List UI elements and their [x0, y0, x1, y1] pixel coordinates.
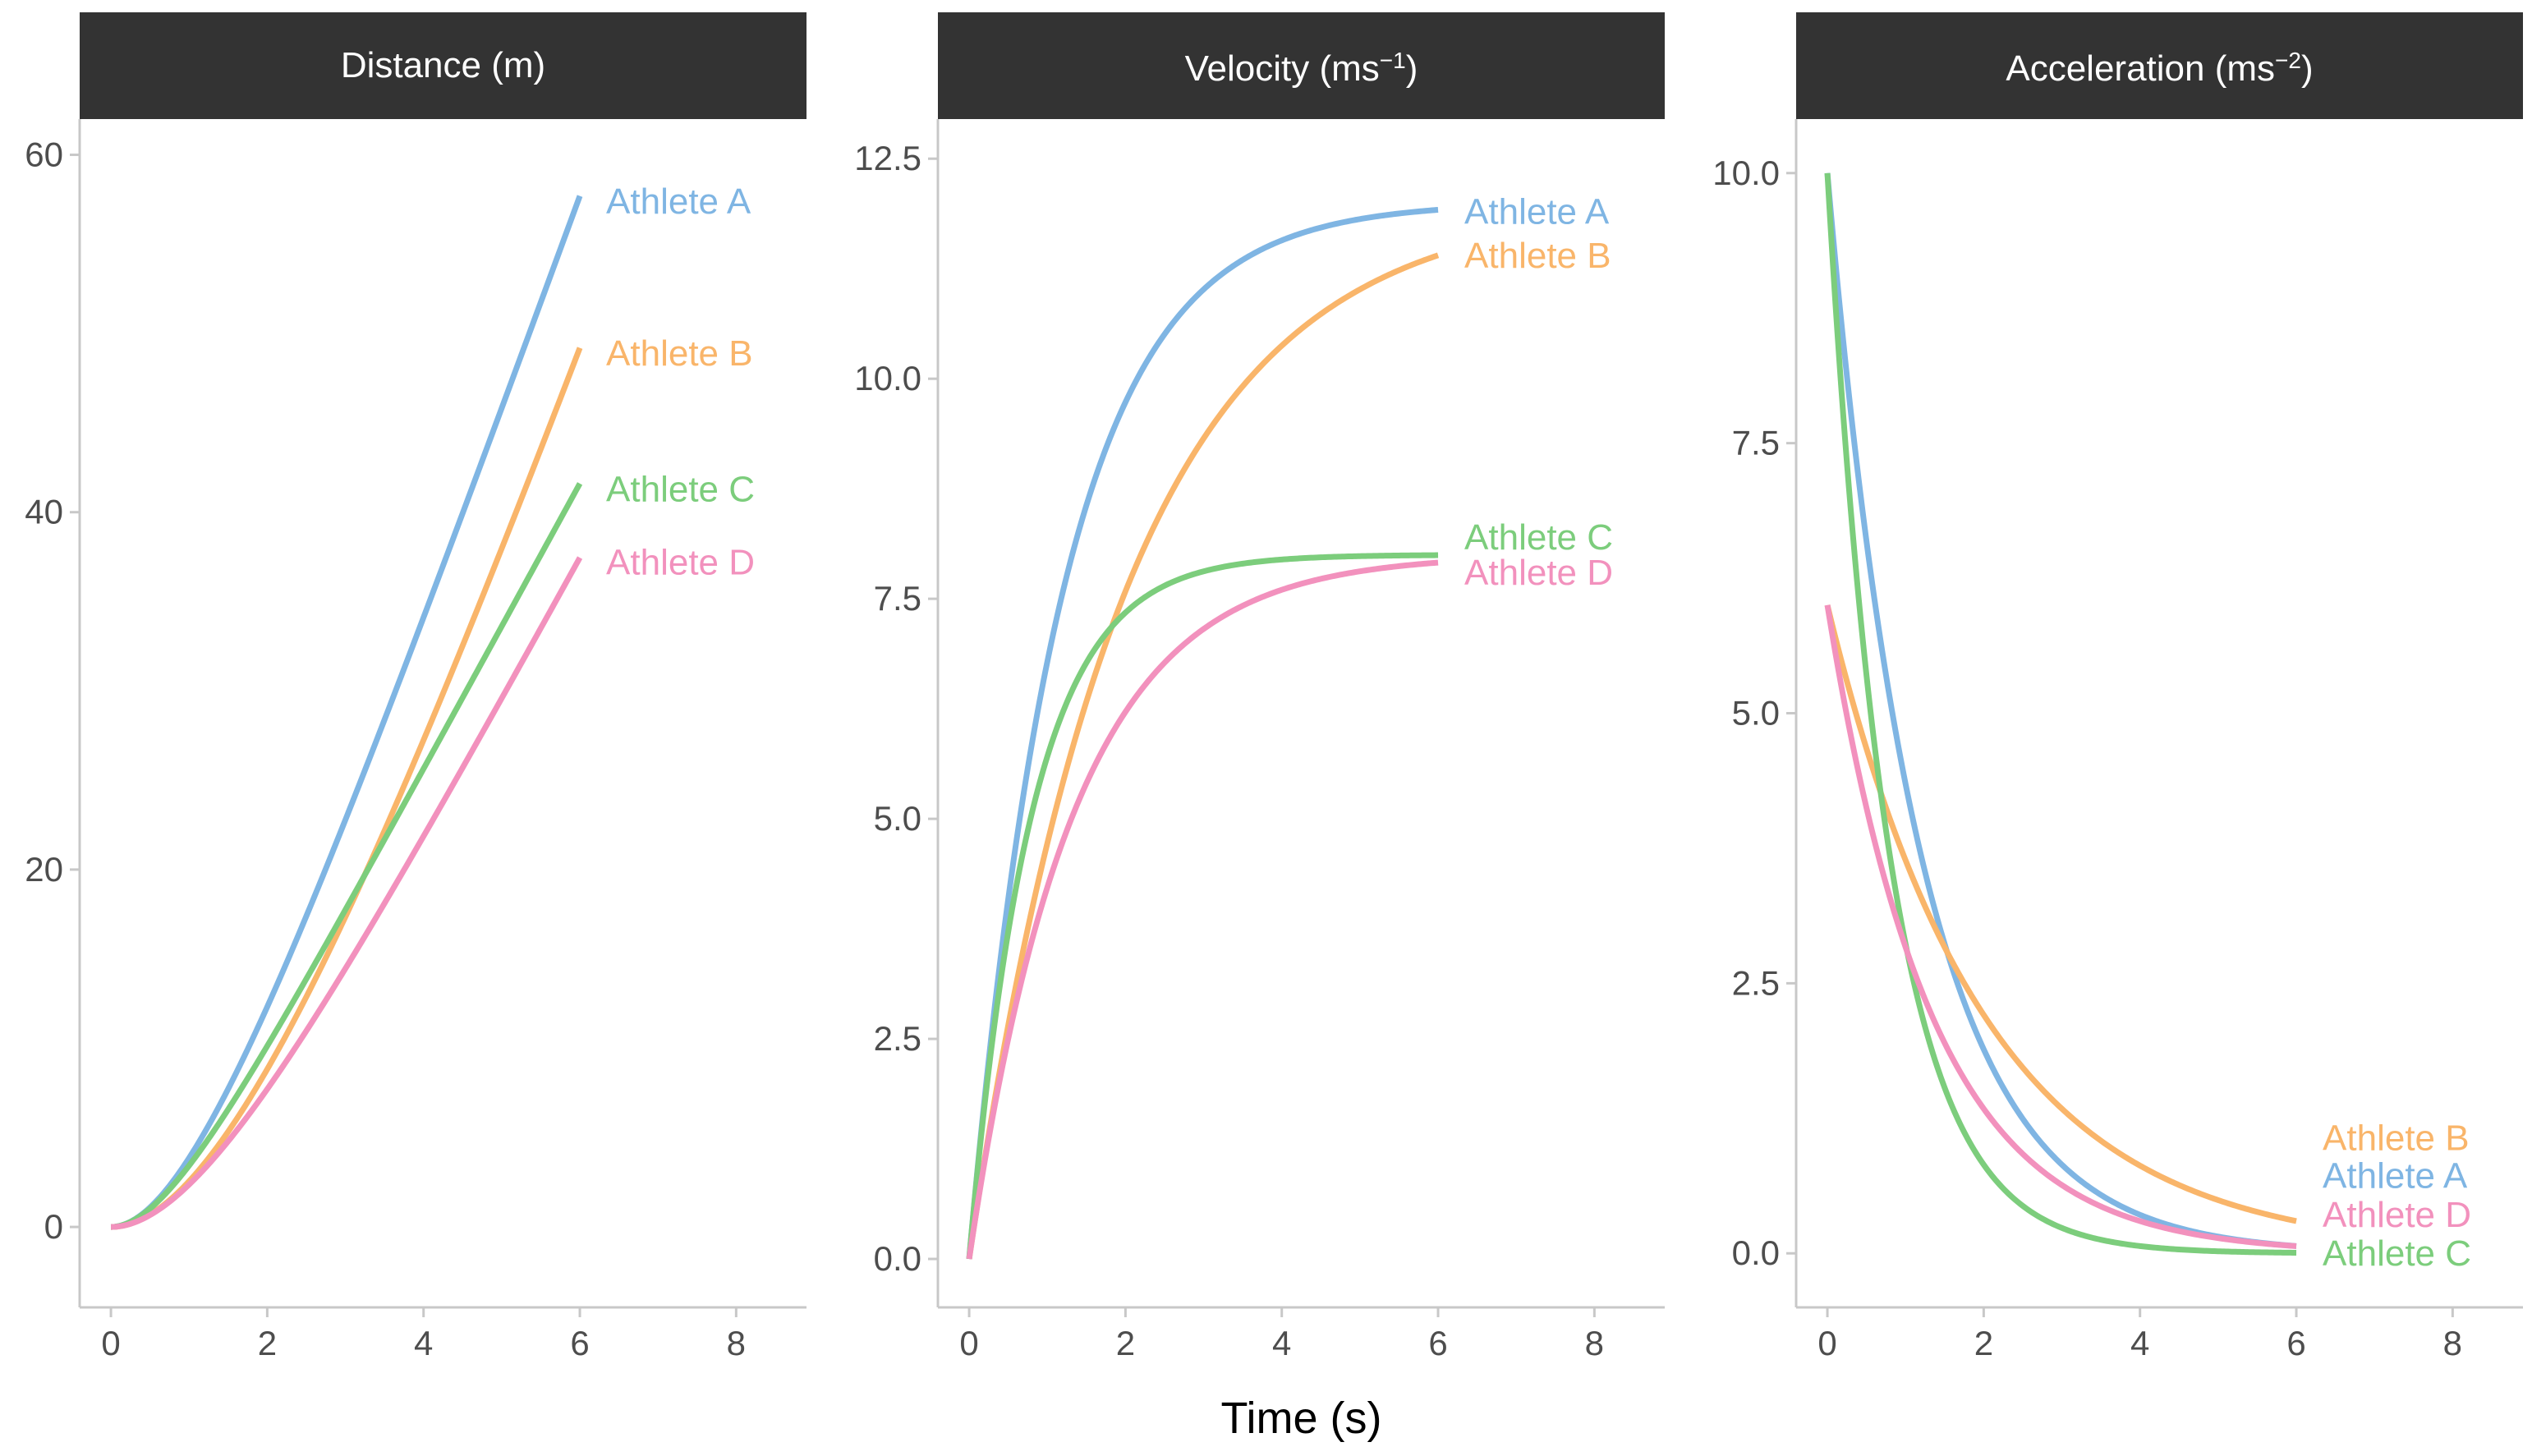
panel-distance-strip — [80, 12, 806, 119]
panel-distance-lines — [109, 195, 583, 1230]
velocity-line-athlete-d — [966, 559, 1440, 1260]
velocity-line-athlete-b — [966, 252, 1440, 1260]
distance-label-athlete-d: Athlete D — [606, 543, 755, 583]
velocity-y-tick-label: 7.5 — [874, 579, 921, 618]
panel-velocity-strip — [938, 12, 1665, 119]
acceleration-y-tick-label: 5.0 — [1732, 694, 1780, 733]
distance-line-athlete-d — [109, 556, 583, 1230]
acceleration-x-tick-label: 8 — [2443, 1324, 2462, 1362]
panel-distance-y-ticks: 0 20 40 60 — [25, 135, 80, 1246]
acceleration-x-tick-label: 6 — [2286, 1324, 2305, 1362]
distance-line-athlete-a — [109, 195, 583, 1230]
velocity-line-athlete-a — [966, 206, 1440, 1260]
distance-label-athlete-b: Athlete B — [606, 333, 753, 374]
x-axis-title: Time (s) — [1221, 1394, 1382, 1443]
panel-distance-labels: Athlete A Athlete B Athlete C Athlete D — [606, 181, 755, 583]
velocity-label-athlete-a: Athlete A — [1464, 192, 1610, 232]
velocity-y-tick-label: 0.0 — [874, 1239, 921, 1278]
velocity-line-athlete-c — [966, 552, 1440, 1260]
distance-line-athlete-c — [109, 482, 583, 1230]
velocity-x-tick-label: 4 — [1272, 1324, 1291, 1362]
distance-x-tick-label: 4 — [414, 1324, 433, 1362]
panel-acceleration-y-ticks: 0.0 2.5 5.0 7.5 10.0 — [1712, 154, 1796, 1272]
distance-y-tick-label: 0 — [44, 1207, 63, 1246]
panel-velocity: Velocity (ms−1) 0.0 2.5 5.0 7.5 10.0 12.5 0 2 4… — [854, 12, 1665, 1362]
distance-x-tick-label: 2 — [258, 1324, 277, 1362]
distance-label-athlete-a: Athlete A — [606, 181, 751, 222]
velocity-y-tick-label: 5.0 — [874, 799, 921, 838]
velocity-y-tick-label: 10.0 — [854, 359, 921, 397]
velocity-y-tick-label: 2.5 — [874, 1019, 921, 1058]
velocity-x-tick-label: 6 — [1428, 1324, 1447, 1362]
panel-acceleration-strip — [1796, 12, 2523, 119]
acceleration-line-athlete-b — [1824, 604, 2298, 1224]
panel-distance-title: Distance (m) — [341, 45, 545, 85]
acceleration-y-tick-label: 0.0 — [1732, 1233, 1780, 1272]
velocity-label-athlete-b: Athlete B — [1464, 236, 1611, 276]
velocity-x-tick-label: 0 — [959, 1324, 978, 1362]
distance-x-tick-label: 6 — [570, 1324, 589, 1362]
distance-x-tick-label: 8 — [727, 1324, 746, 1362]
velocity-label-athlete-c: Athlete C — [1464, 517, 1613, 558]
velocity-x-tick-label: 8 — [1585, 1324, 1604, 1362]
distance-x-tick-label: 0 — [101, 1324, 120, 1362]
acceleration-y-tick-label: 10.0 — [1712, 154, 1780, 192]
panel-velocity-lines — [966, 206, 1440, 1260]
panel-acceleration-x-ticks: 0 2 4 6 8 — [1817, 1307, 2462, 1362]
panel-velocity-title: Velocity (ms−1) — [1185, 48, 1418, 90]
panel-acceleration-title: Acceleration (ms−2) — [2006, 48, 2313, 90]
velocity-y-tick-label: 12.5 — [854, 139, 921, 177]
acceleration-y-tick-label: 2.5 — [1732, 963, 1780, 1002]
panel-velocity-x-ticks: 0 2 4 6 8 — [959, 1307, 1604, 1362]
acceleration-y-tick-label: 7.5 — [1732, 424, 1780, 462]
acceleration-label-athlete-d: Athlete D — [2323, 1195, 2471, 1235]
acceleration-label-athlete-b: Athlete B — [2323, 1118, 2470, 1158]
acceleration-x-tick-label: 2 — [1974, 1324, 1993, 1362]
acceleration-label-athlete-c: Athlete C — [2323, 1233, 2471, 1274]
velocity-x-tick-label: 2 — [1116, 1324, 1135, 1362]
panel-acceleration: Acceleration (ms−2) 0.0 2.5 5.0 7.5 10.0 0 2 4… — [1712, 12, 2523, 1362]
acceleration-x-tick-label: 0 — [1817, 1324, 1836, 1362]
velocity-label-athlete-d: Athlete D — [1464, 553, 1613, 593]
panel-velocity-y-ticks: 0.0 2.5 5.0 7.5 10.0 12.5 — [854, 139, 938, 1278]
acceleration-x-tick-label: 4 — [2130, 1324, 2149, 1362]
panel-acceleration-lines — [1824, 172, 2298, 1256]
distance-y-tick-label: 40 — [25, 493, 63, 531]
acceleration-line-athlete-d — [1824, 604, 2298, 1249]
distance-label-athlete-c: Athlete C — [606, 469, 755, 509]
acceleration-label-athlete-a: Athlete A — [2323, 1156, 2468, 1196]
panel-distance-x-ticks: 0 2 4 6 8 — [101, 1307, 746, 1362]
distance-y-tick-label: 20 — [25, 850, 63, 889]
distance-y-tick-label: 60 — [25, 135, 63, 174]
